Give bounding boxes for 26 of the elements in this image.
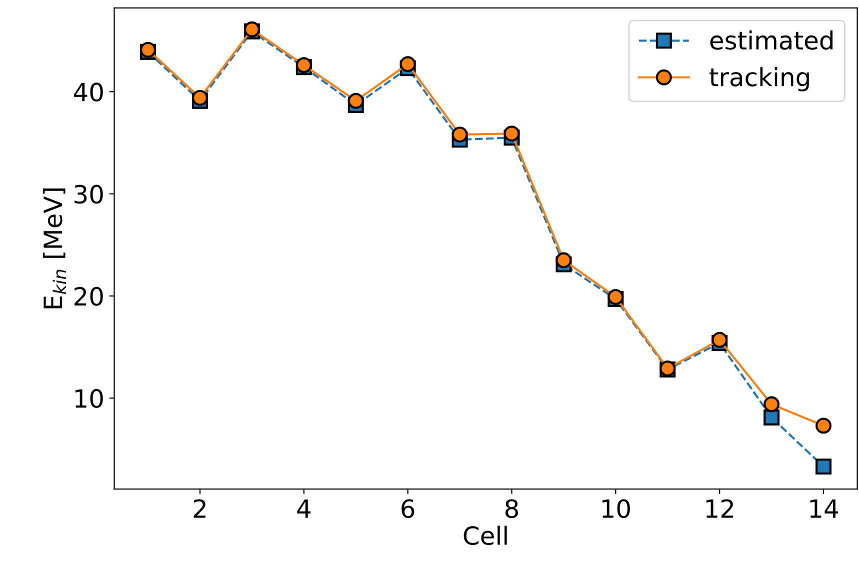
x-tick-label: 8 bbox=[505, 499, 518, 518]
y-axis-title: E$_{kin}$ [MeV] bbox=[42, 188, 66, 308]
x-tick-label: 10 bbox=[602, 499, 630, 518]
x-tick-label: 14 bbox=[810, 500, 838, 518]
point bbox=[192, 90, 208, 106]
point bbox=[816, 458, 832, 475]
x-tick-label: 2 bbox=[194, 499, 206, 518]
point bbox=[764, 396, 780, 412]
x-tick-label: 4 bbox=[297, 500, 310, 518]
point bbox=[712, 332, 728, 348]
x-axis-title: Cell bbox=[464, 526, 507, 546]
y-tick-label: 10 bbox=[75, 389, 103, 408]
x-tick-label: 6 bbox=[402, 499, 414, 518]
point bbox=[556, 252, 572, 268]
y-tick-label: 20 bbox=[74, 286, 103, 306]
legend-label: estimated bbox=[710, 30, 833, 50]
y-tick-label: 40 bbox=[74, 82, 103, 102]
x-tick-label: 12 bbox=[706, 499, 733, 518]
legend-label: tracking bbox=[710, 67, 809, 92]
point bbox=[816, 418, 832, 434]
point bbox=[504, 126, 520, 142]
point bbox=[452, 126, 468, 143]
point bbox=[764, 410, 780, 426]
point bbox=[400, 56, 416, 72]
y-tick-label: 30 bbox=[74, 184, 103, 204]
point bbox=[348, 92, 364, 109]
